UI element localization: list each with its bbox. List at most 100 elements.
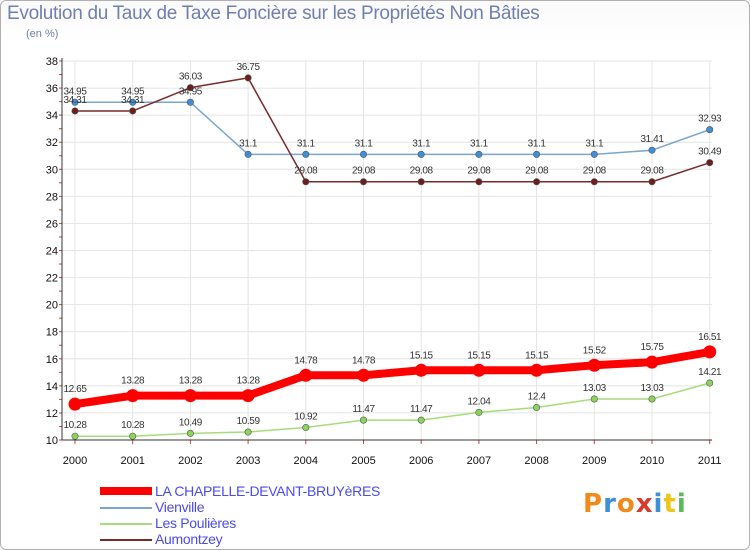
y-tick-label: 32 (46, 137, 58, 149)
legend-swatch-les-poulieres (100, 523, 152, 525)
legend-label-vienville: Vienville (155, 499, 205, 515)
data-point (129, 107, 137, 115)
data-label: 13.03 (640, 383, 664, 394)
y-tick-label: 14 (46, 381, 58, 393)
data-label: 31.41 (640, 134, 664, 145)
data-point (417, 150, 425, 158)
legend-swatch-la-chapelle (100, 487, 152, 495)
logo-letter: o (616, 489, 636, 519)
legend-item-aumontzey: Aumontzey (100, 531, 430, 548)
logo-letter: r (603, 489, 617, 519)
legend-item-la-chapelle: LA CHAPELLE-DEVANT-BRUYèRES (100, 483, 430, 500)
data-point (359, 416, 367, 424)
data-point (648, 146, 656, 154)
data-point (706, 126, 714, 134)
data-point (129, 98, 137, 106)
x-tick-label: 2011 (698, 455, 722, 467)
data-point (475, 178, 483, 186)
data-label: 16.51 (698, 332, 722, 343)
data-label: 34.31 (63, 95, 87, 106)
data-point (357, 368, 370, 382)
data-point (417, 178, 425, 186)
x-tick-label: 2000 (63, 455, 87, 467)
x-tick-label: 2007 (467, 455, 491, 467)
x-axis-ticks: 2000 2001 2002 2003 2004 2005 2006 2007 2008 2009… (63, 455, 722, 467)
data-point (68, 397, 82, 411)
data-label: 29.08 (640, 166, 664, 177)
data-point (126, 389, 140, 403)
chart-subtitle: (en %) (26, 28, 59, 40)
data-point (533, 150, 541, 158)
data-label: 31.1 (528, 138, 547, 149)
data-label: 29.08 (294, 166, 318, 177)
y-tick-label: 12 (46, 408, 58, 420)
data-point (590, 178, 598, 186)
data-label: 29.08 (467, 166, 491, 177)
x-tick-label: 2005 (351, 455, 375, 467)
data-label: 36.03 (179, 72, 203, 83)
data-label: 12.65 (63, 384, 87, 395)
axes (59, 58, 712, 444)
data-point (590, 395, 598, 403)
y-tick-label: 36 (46, 83, 58, 95)
data-label: 15.75 (640, 342, 664, 353)
y-tick-label: 16 (46, 354, 58, 366)
data-point (299, 368, 313, 382)
legend-item-vienville: Vienville (100, 499, 430, 516)
data-point (703, 345, 717, 359)
chart-title: Evolution du Taux de Taxe Foncière sur l… (7, 3, 540, 24)
data-point (186, 429, 194, 437)
legend-swatch-vienville (100, 507, 152, 509)
data-label: 34.95 (179, 86, 203, 97)
y-tick-label: 10 (46, 435, 58, 447)
data-label: 32.93 (698, 114, 722, 125)
data-label: 31.1 (412, 138, 431, 149)
data-label: 10.28 (121, 420, 145, 431)
data-label: 31.1 (239, 138, 258, 149)
data-label: 15.15 (525, 350, 549, 361)
y-tick-label: 28 (46, 191, 58, 203)
legend-swatch-aumontzey (100, 539, 152, 541)
data-point (706, 159, 714, 167)
data-label: 12.4 (528, 392, 547, 403)
x-tick-label: 2010 (640, 455, 664, 467)
series-2 (71, 379, 714, 440)
data-point (472, 363, 486, 377)
data-labels: 12.65 13.28 13.28 13.28 14.78 14.78 15.15 15.15… (63, 62, 722, 431)
data-label: 30.49 (698, 147, 722, 158)
y-axis-ticks: 10 12 14 16 18 20 22 24 26 28 30 32 34 36 38 (46, 56, 58, 447)
data-label: 10.28 (63, 420, 87, 431)
data-point (186, 98, 194, 106)
series-group (68, 74, 717, 440)
data-point (706, 379, 714, 387)
logo-letter: i (676, 489, 687, 519)
data-point (648, 178, 656, 186)
logo-letter: x (635, 489, 654, 519)
data-label: 31.1 (355, 138, 374, 149)
data-point (359, 150, 367, 158)
data-label: 11.47 (410, 404, 433, 415)
series-line (74, 101, 711, 156)
data-point (648, 395, 656, 403)
data-label: 29.08 (410, 166, 434, 177)
grid-lines (62, 60, 712, 441)
data-point (533, 404, 541, 412)
series-0 (68, 345, 717, 411)
series-1 (71, 98, 714, 158)
data-point (302, 424, 310, 432)
data-point (241, 389, 255, 403)
data-point (302, 150, 310, 158)
data-label: 34.95 (63, 86, 87, 97)
series-3 (71, 74, 714, 186)
data-point (587, 358, 601, 372)
y-tick-label: 30 (46, 164, 58, 176)
series-line (74, 77, 711, 183)
data-label: 13.28 (237, 376, 261, 387)
data-label: 14.21 (698, 367, 722, 378)
data-point (71, 432, 79, 440)
series-line (71, 347, 714, 409)
logo-letter: i (653, 489, 664, 519)
data-label: 15.15 (467, 350, 491, 361)
